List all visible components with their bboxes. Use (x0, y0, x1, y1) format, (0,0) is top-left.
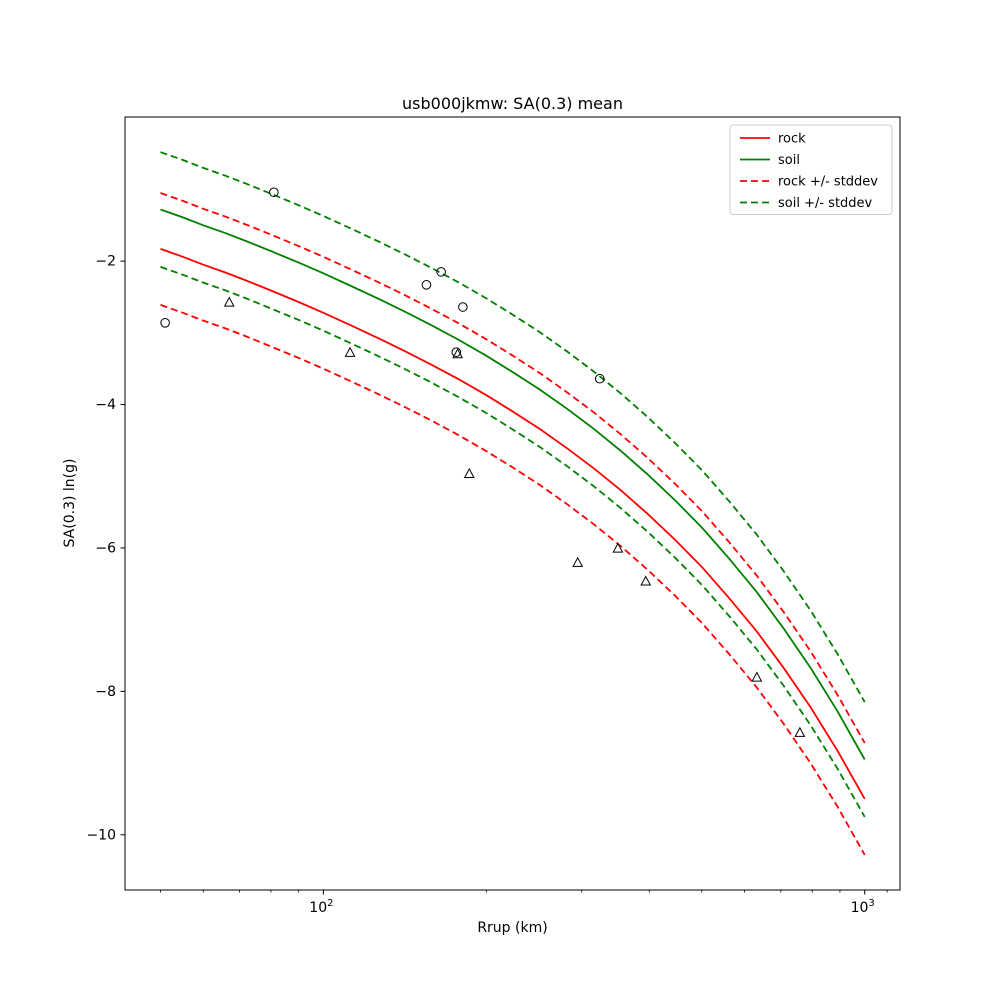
station-marker-circle (436, 267, 446, 277)
chart-title: usb000jkmw: SA(0.3) mean (402, 94, 623, 113)
series-soil-minus-stddev (160, 266, 866, 818)
station-marker-triangle (223, 296, 235, 307)
y-tick-label: −2 (95, 254, 116, 270)
legend-label: soil (778, 153, 800, 168)
station-marker-circle (269, 187, 279, 198)
plot-frame (124, 116, 901, 891)
y-tick-label: −4 (95, 397, 116, 413)
y-tick-label: −6 (95, 540, 116, 556)
legend-label: rock +/- stddev (778, 175, 878, 190)
station-marker-triangle (452, 348, 464, 359)
station-marker-triangle (344, 346, 356, 357)
station-marker-triangle (463, 467, 475, 478)
y-axis-label: SA(0.3) ln(g) (62, 458, 78, 548)
series-rock-plus-stddev (160, 192, 866, 744)
legend-box (729, 124, 893, 215)
station-marker-circle (421, 279, 432, 290)
series-rock (160, 248, 866, 800)
x-axis-label: Rrup (km) (477, 920, 548, 936)
legend-label: soil +/- stddev (778, 196, 873, 211)
station-marker-circle (451, 347, 462, 357)
legend: rock soil rock +/- stddev soil +/- stddev (729, 124, 893, 215)
station-marker-circle (458, 302, 468, 312)
x-tick-label: 103 (851, 898, 875, 916)
station-marker-circle (594, 373, 605, 384)
y-tick-label: −8 (95, 684, 116, 700)
station-marker-circle (160, 317, 170, 328)
legend-label: rock (778, 132, 806, 147)
series-soil-plus-stddev (160, 151, 866, 703)
series-soil (160, 208, 866, 760)
series-rock-minus-stddev (160, 304, 866, 856)
station-marker-triangle (751, 671, 763, 682)
y-tick-label: −10 (86, 827, 116, 843)
station-marker-triangle (640, 575, 652, 586)
station-marker-triangle (794, 726, 806, 737)
station-marker-triangle (572, 556, 584, 567)
x-tick-label: 102 (309, 898, 333, 916)
station-marker-triangle (612, 542, 624, 553)
